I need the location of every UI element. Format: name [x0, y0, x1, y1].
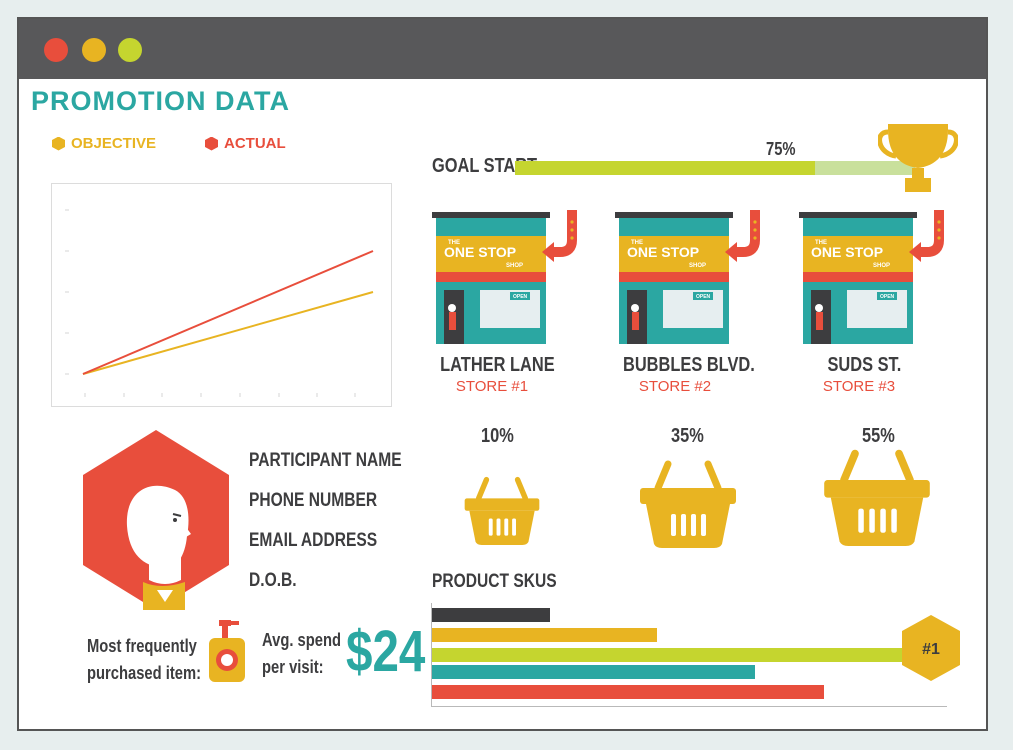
dob-field: D.O.B. [249, 570, 297, 591]
legend-actual: ACTUAL [205, 135, 286, 152]
svg-text:OPEN: OPEN [696, 294, 711, 300]
chart-ticks [65, 209, 356, 397]
store-3-percent: 55% [862, 425, 895, 447]
participant-name-field: PARTICIPANT NAME [249, 450, 402, 471]
store-1-number: STORE #1 [455, 378, 529, 395]
sku-bar-5 [432, 685, 824, 699]
goal-progress-track [515, 161, 915, 175]
store-3-name: SUDS ST. [827, 354, 902, 376]
store-1-percent: 10% [481, 425, 514, 447]
product-skus-title: PRODUCT SKUS [432, 571, 557, 592]
store-1-illustration: THE ONE STOP SHOP OPEN [432, 210, 582, 350]
objective-line [82, 291, 374, 375]
frequent-line-1: Most frequently [87, 636, 197, 656]
goal-percent: 75% [766, 139, 796, 159]
participant-avatar [83, 430, 229, 610]
sku-bar-4 [432, 665, 756, 679]
svg-text:ONE STOP: ONE STOP [627, 244, 699, 260]
basket-icon [462, 475, 542, 550]
page-title: PROMOTION DATA [31, 86, 290, 116]
svg-text:SHOP: SHOP [689, 263, 706, 269]
frequent-line-2: purchased item: [87, 663, 202, 683]
hexagon-icon [205, 136, 218, 151]
legend-objective: OBJECTIVE [52, 135, 156, 152]
maximize-window-button[interactable] [118, 38, 142, 62]
line-chart [51, 183, 392, 407]
basket-icon [638, 458, 738, 553]
soap-bottle-icon [209, 620, 245, 682]
svg-text:THE: THE [631, 240, 643, 246]
minimize-window-button[interactable] [82, 38, 106, 62]
store-2-name: BUBBLES BLVD. [623, 354, 755, 376]
svg-text:OPEN: OPEN [513, 294, 528, 300]
rank-badge-label: #1 [922, 641, 940, 658]
svg-text:ONE STOP: ONE STOP [444, 244, 516, 260]
svg-text:SHOP: SHOP [873, 263, 890, 269]
close-window-button[interactable] [44, 38, 68, 62]
svg-text:OPEN: OPEN [880, 294, 895, 300]
sku-bar-1 [432, 608, 550, 622]
store-3-illustration: THE ONE STOP SHOP OPEN [799, 210, 949, 350]
phone-number-field: PHONE NUMBER [249, 490, 378, 511]
sku-y-axis [431, 603, 432, 706]
goal-progress-fill [515, 161, 815, 175]
title-bar [19, 19, 986, 79]
frequent-item-label: Most frequently purchased item: [87, 633, 201, 687]
avg-spend-amount: $24 [346, 619, 426, 684]
svg-text:SHOP: SHOP [506, 263, 523, 269]
svg-text:THE: THE [448, 240, 460, 246]
email-address-field: EMAIL ADDRESS [249, 530, 378, 551]
svg-text:ONE STOP: ONE STOP [811, 244, 883, 260]
avg-spend-label: Avg. spend per visit: [262, 627, 341, 681]
svg-text:THE: THE [815, 240, 827, 246]
store-1-name: LATHER LANE [440, 354, 555, 376]
hexagon-icon [52, 136, 65, 151]
spend-line-2: per visit: [262, 657, 324, 677]
basket-icon [822, 444, 932, 554]
spend-line-1: Avg. spend [262, 630, 342, 650]
legend-objective-label: OBJECTIVE [71, 135, 157, 152]
goal-label: GOAL START [432, 155, 538, 177]
actual-line [82, 250, 374, 375]
store-3-number: STORE #3 [822, 378, 896, 395]
rank-badge: #1 [902, 615, 960, 681]
trophy-icon [878, 124, 958, 192]
sku-x-axis [431, 706, 947, 707]
sku-bar-3 [432, 648, 908, 662]
legend-actual-label: ACTUAL [224, 135, 286, 152]
store-2-percent: 35% [671, 425, 704, 447]
chart-frame [51, 183, 392, 407]
store-2-illustration: THE ONE STOP SHOP OPEN [615, 210, 765, 350]
store-2-number: STORE #2 [638, 378, 712, 395]
sku-bar-2 [432, 628, 658, 642]
